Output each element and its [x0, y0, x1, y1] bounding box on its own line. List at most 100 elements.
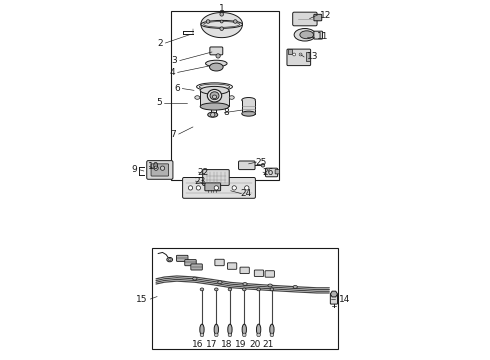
FancyBboxPatch shape [183, 177, 255, 198]
Circle shape [243, 333, 246, 337]
Circle shape [160, 166, 165, 170]
Ellipse shape [242, 98, 255, 103]
FancyBboxPatch shape [254, 270, 264, 276]
Ellipse shape [293, 285, 297, 288]
Ellipse shape [214, 324, 219, 335]
Ellipse shape [243, 288, 246, 291]
Ellipse shape [228, 324, 232, 335]
Ellipse shape [257, 288, 260, 291]
FancyBboxPatch shape [210, 47, 223, 55]
Circle shape [232, 186, 236, 190]
Circle shape [293, 53, 295, 56]
FancyBboxPatch shape [151, 164, 169, 176]
Text: 3: 3 [171, 56, 177, 65]
FancyBboxPatch shape [330, 294, 338, 304]
Ellipse shape [200, 86, 229, 94]
Text: 14: 14 [339, 294, 350, 303]
Circle shape [215, 333, 218, 337]
Text: 11: 11 [317, 32, 328, 41]
Polygon shape [200, 90, 229, 107]
Text: 6: 6 [174, 84, 180, 93]
Bar [152, 248, 338, 348]
Circle shape [257, 333, 260, 337]
Circle shape [228, 333, 232, 337]
Ellipse shape [204, 22, 240, 27]
Text: 4: 4 [170, 68, 175, 77]
Ellipse shape [199, 84, 230, 89]
Text: 20: 20 [249, 340, 261, 349]
Text: 2: 2 [157, 39, 163, 48]
FancyBboxPatch shape [227, 263, 237, 269]
Ellipse shape [200, 288, 204, 291]
FancyBboxPatch shape [203, 170, 229, 185]
Ellipse shape [205, 60, 227, 67]
Ellipse shape [218, 281, 222, 284]
Text: 8: 8 [223, 108, 229, 117]
Text: 15: 15 [136, 294, 147, 303]
Text: 5: 5 [156, 98, 162, 107]
FancyBboxPatch shape [287, 49, 311, 66]
Polygon shape [242, 100, 255, 114]
Ellipse shape [242, 324, 246, 335]
Ellipse shape [215, 288, 218, 291]
FancyBboxPatch shape [147, 161, 173, 179]
Ellipse shape [195, 96, 200, 99]
FancyBboxPatch shape [293, 12, 317, 26]
Text: 9: 9 [131, 166, 137, 175]
Text: 7: 7 [171, 130, 176, 139]
FancyBboxPatch shape [240, 267, 249, 274]
Bar [306, 52, 310, 61]
FancyBboxPatch shape [314, 14, 322, 21]
Circle shape [214, 186, 219, 190]
Polygon shape [201, 13, 243, 38]
Ellipse shape [208, 112, 218, 117]
FancyBboxPatch shape [265, 271, 274, 277]
Ellipse shape [294, 28, 316, 41]
Circle shape [211, 113, 215, 117]
Circle shape [188, 186, 193, 190]
Circle shape [216, 54, 220, 58]
Ellipse shape [220, 20, 223, 23]
FancyBboxPatch shape [239, 161, 255, 170]
Ellipse shape [243, 283, 247, 285]
Bar [288, 49, 292, 54]
Polygon shape [330, 291, 338, 297]
FancyBboxPatch shape [275, 170, 279, 174]
Circle shape [270, 333, 274, 337]
Text: 13: 13 [307, 53, 318, 62]
Text: 10: 10 [148, 162, 160, 171]
Ellipse shape [228, 288, 232, 291]
FancyBboxPatch shape [314, 31, 322, 39]
Bar [172, 12, 279, 180]
Ellipse shape [207, 89, 221, 102]
FancyBboxPatch shape [185, 260, 196, 266]
Ellipse shape [234, 20, 237, 23]
Text: 18: 18 [220, 340, 232, 349]
Ellipse shape [212, 95, 217, 99]
Ellipse shape [242, 111, 255, 116]
Text: 24: 24 [241, 189, 252, 198]
Ellipse shape [210, 92, 219, 100]
Text: 1: 1 [219, 4, 224, 13]
Ellipse shape [220, 13, 223, 16]
Text: 16: 16 [192, 340, 203, 349]
Ellipse shape [268, 284, 272, 287]
Circle shape [154, 166, 158, 170]
Circle shape [196, 186, 200, 190]
Ellipse shape [229, 96, 234, 99]
Ellipse shape [270, 288, 274, 291]
Circle shape [200, 333, 204, 337]
Text: 25: 25 [256, 158, 267, 167]
Text: 23: 23 [195, 176, 206, 185]
Circle shape [299, 53, 302, 56]
Ellipse shape [193, 277, 197, 280]
Ellipse shape [256, 324, 261, 335]
Circle shape [245, 186, 249, 190]
Text: 12: 12 [320, 10, 332, 19]
Text: 22: 22 [197, 168, 209, 177]
Ellipse shape [220, 27, 223, 31]
FancyBboxPatch shape [176, 255, 188, 261]
Ellipse shape [200, 324, 204, 335]
Ellipse shape [168, 258, 171, 261]
FancyBboxPatch shape [191, 264, 202, 270]
